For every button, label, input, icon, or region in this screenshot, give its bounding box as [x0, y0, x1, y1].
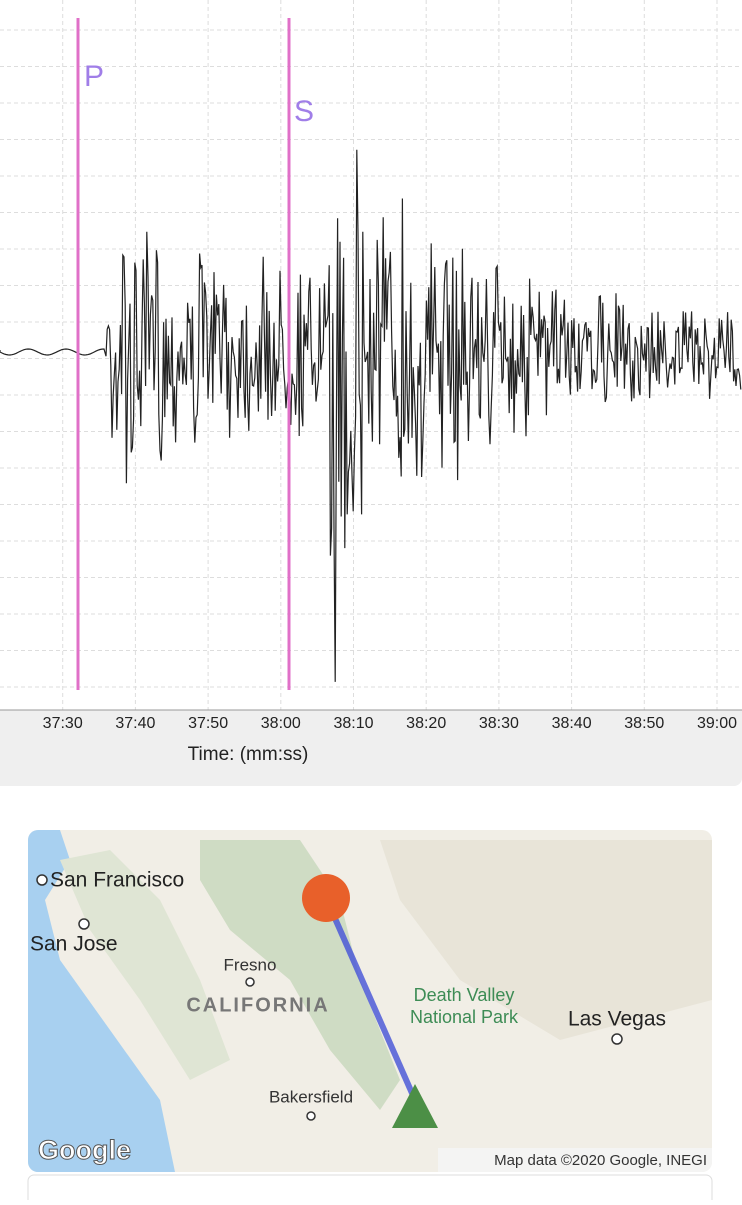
mountains: [200, 840, 400, 1110]
x-tick-label: 37:40: [115, 715, 155, 732]
x-tick-label: 38:20: [406, 715, 446, 732]
station: [392, 1084, 438, 1128]
park-label: National Park: [410, 1007, 519, 1027]
x-tick-label: 37:30: [43, 715, 83, 732]
place-label: Fresno: [224, 955, 277, 974]
x-axis-label: Time: (mm:ss): [188, 744, 309, 765]
x-tick-label: 38:00: [261, 715, 301, 732]
x-tick-label: 38:10: [333, 715, 373, 732]
map-logo: Google: [38, 1135, 131, 1165]
place-label: Las Vegas: [568, 1008, 666, 1031]
city-dot: [306, 1111, 316, 1121]
basin: [380, 840, 712, 1040]
x-tick-label: 39:00: [697, 715, 737, 732]
epicenter: [302, 874, 350, 922]
x-tick-label: 38:50: [624, 715, 664, 732]
map: San Francisco San Jose Fresno CALIFORNIA…: [28, 830, 712, 1172]
place-label: San Jose: [30, 933, 118, 956]
coast-range: [60, 850, 230, 1080]
x-tick-label: 38:40: [552, 715, 592, 732]
waveform: [0, 149, 742, 682]
next-card: [27, 1174, 713, 1205]
place-label: CALIFORNIA: [186, 994, 329, 1016]
city-dot: [611, 1033, 623, 1045]
ocean: [28, 830, 175, 1172]
city-dot: [78, 918, 90, 930]
place-label: Bakersfield: [269, 1087, 353, 1106]
place-label: San Francisco: [50, 869, 184, 892]
axis-panel: [0, 700, 742, 786]
park-label: Death Valley: [414, 985, 515, 1005]
city-dot: [245, 977, 255, 987]
phase-label: S: [294, 95, 314, 128]
x-tick-label: 37:50: [188, 715, 228, 732]
path-line: [323, 896, 418, 1102]
attribution: Map data ©2020 Google, INEGI: [494, 1152, 707, 1169]
phase-label: P: [84, 60, 104, 93]
x-tick-label: 38:30: [479, 715, 519, 732]
city-dot: [36, 874, 48, 886]
attribution-bg: [438, 1148, 712, 1172]
x-ticks: 2037:3037:4037:5038:0038:1038:2038:3038:…: [43, 715, 737, 732]
grid: [0, 0, 742, 710]
